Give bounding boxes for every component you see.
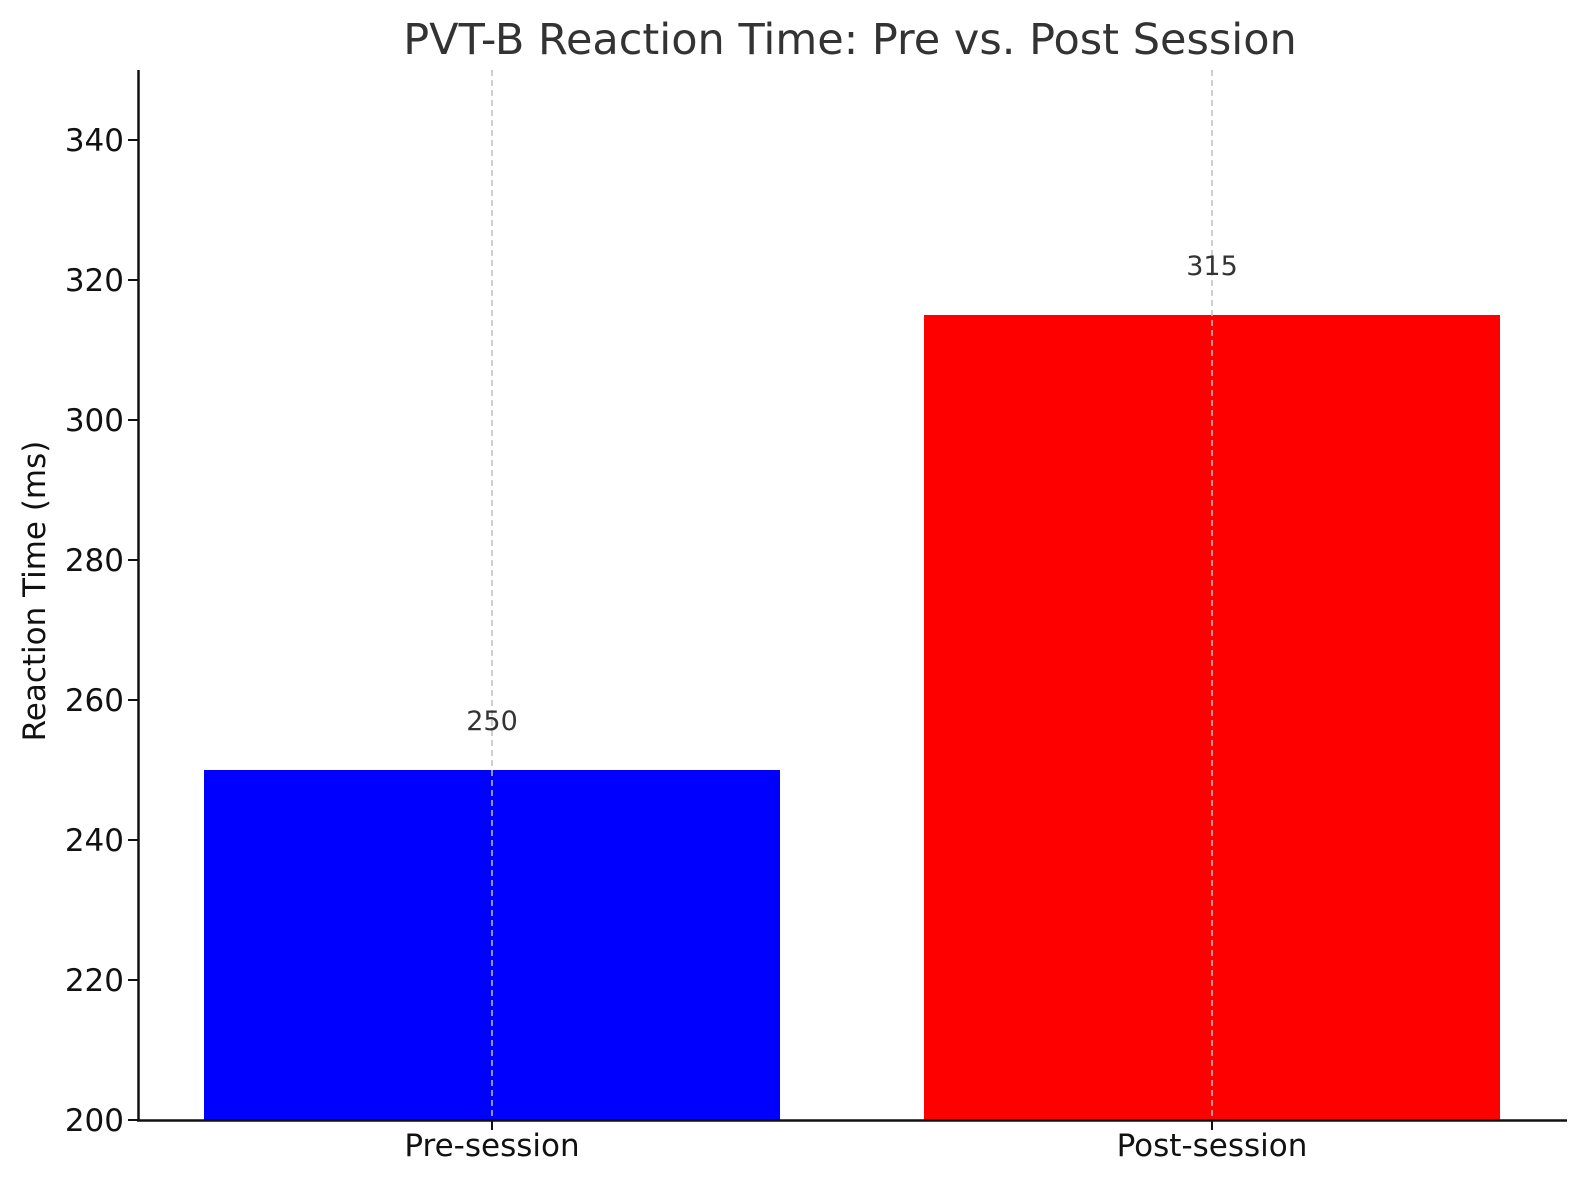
x-tick-label: Pre-session (404, 1128, 579, 1164)
y-tick-label: 260 (65, 683, 124, 719)
data-label-post-session: 315 (1186, 251, 1238, 282)
grid-layer (491, 70, 1213, 1120)
y-tick-label: 320 (65, 263, 124, 299)
data-label-pre-session: 250 (466, 706, 518, 737)
y-tick-label: 280 (65, 543, 124, 579)
x-axis-ticks: Pre-session Post-session (404, 1120, 1307, 1164)
x-tick-label: Post-session (1117, 1128, 1308, 1164)
chart-title: PVT-B Reaction Time: Pre vs. Post Sessio… (403, 15, 1297, 65)
y-tick-label: 240 (65, 823, 124, 859)
y-tick-label: 340 (65, 123, 124, 159)
y-tick-label: 200 (65, 1103, 124, 1139)
y-tick-label: 220 (65, 963, 124, 999)
y-tick-label: 300 (65, 403, 124, 439)
y-axis-ticks: 200 220 240 260 280 300 320 340 (65, 123, 138, 1139)
bars-layer (204, 315, 1500, 1120)
data-labels-layer: 250 315 (466, 251, 1238, 737)
y-axis-label: Reaction Time (ms) (17, 441, 53, 742)
